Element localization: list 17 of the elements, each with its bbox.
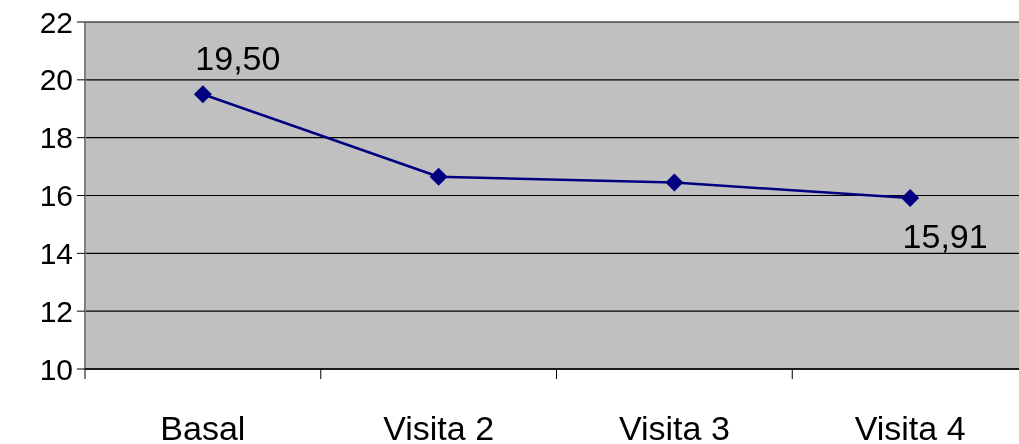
point — [193, 85, 212, 104]
x-tick-label: Visita 4 — [854, 409, 966, 444]
x-tick-label: Basal — [160, 409, 246, 444]
x-tick-label: Visita 2 — [383, 409, 495, 444]
y-tick-label: 12 — [39, 294, 73, 328]
point — [429, 167, 448, 186]
point — [901, 189, 920, 208]
y-tick-label: 18 — [39, 121, 73, 155]
y-tick-label: 14 — [39, 236, 73, 270]
x-tick-label: Visita 3 — [618, 409, 730, 444]
y-tick-label: 10 — [39, 352, 73, 386]
y-tick-label: 16 — [39, 179, 73, 212]
y-tick-label: 20 — [39, 63, 73, 97]
y-tick-label: 22 — [39, 5, 73, 39]
point — [665, 173, 684, 192]
data-label: 19,50 — [195, 39, 281, 78]
data-label: 15,91 — [902, 217, 988, 256]
